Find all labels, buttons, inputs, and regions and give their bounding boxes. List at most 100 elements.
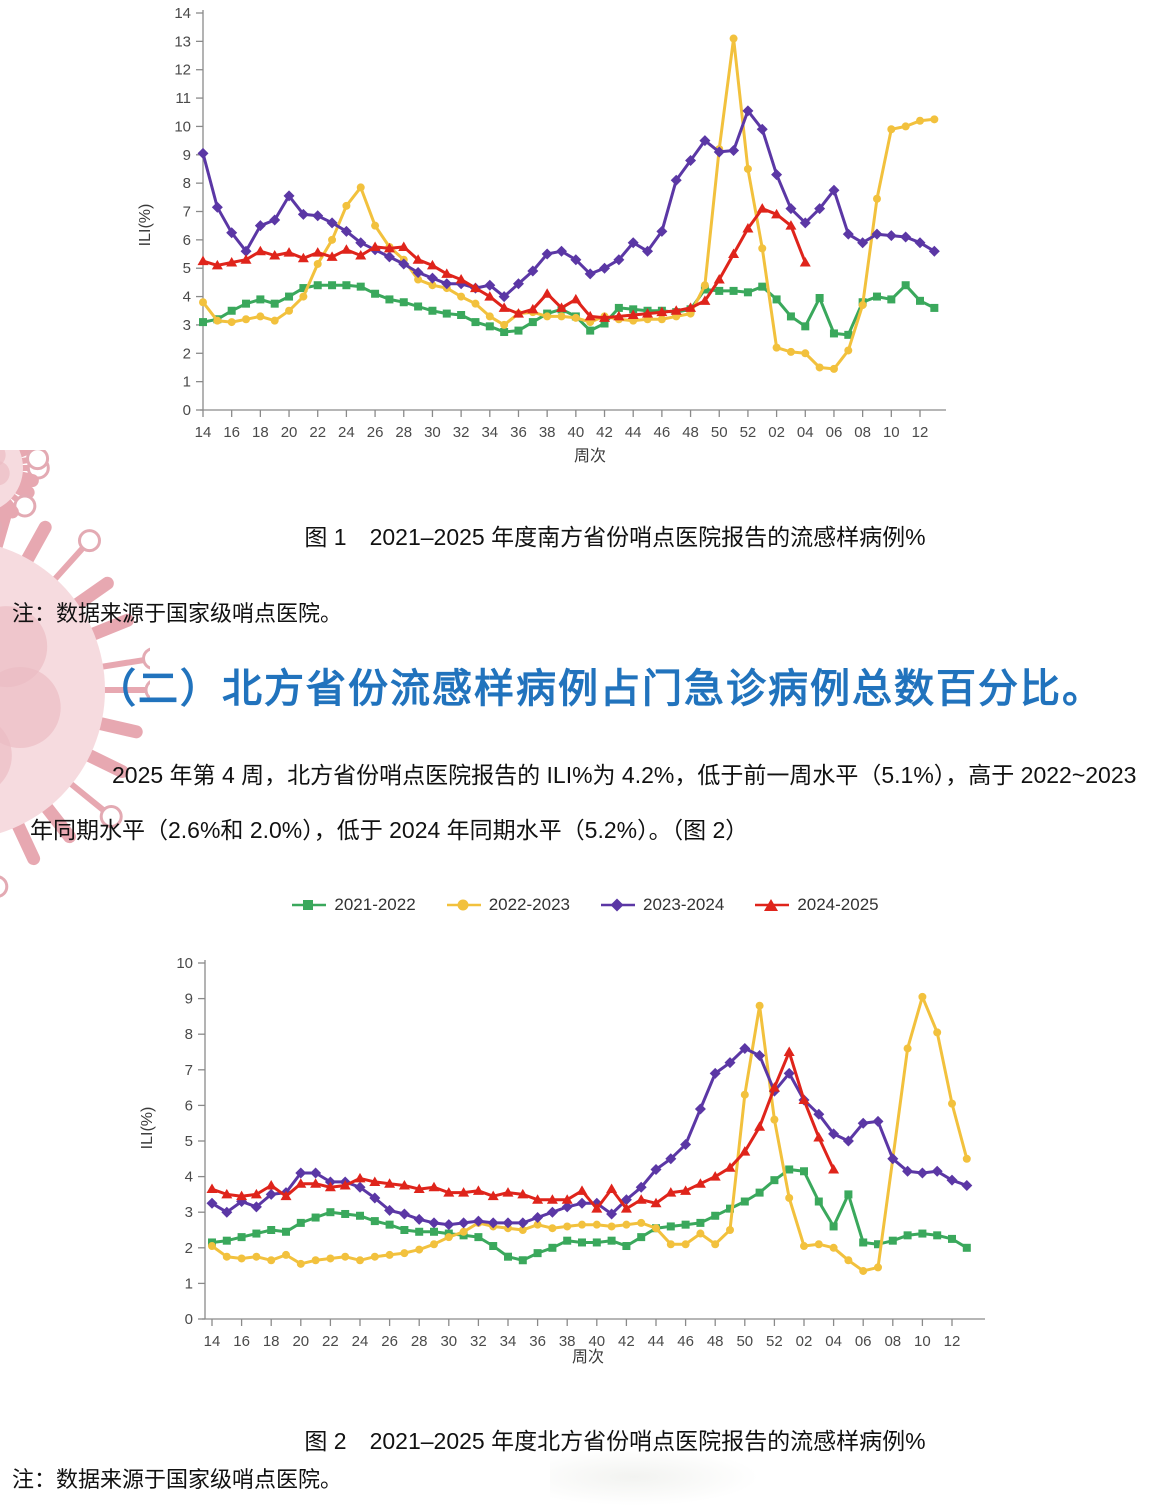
- svg-text:周次: 周次: [574, 447, 606, 465]
- svg-text:44: 44: [648, 1333, 665, 1350]
- svg-text:34: 34: [481, 424, 498, 441]
- svg-text:32: 32: [453, 424, 470, 441]
- svg-text:12: 12: [912, 424, 929, 441]
- svg-text:36: 36: [510, 424, 527, 441]
- legend-item-2022-2023: 2022-2023: [446, 895, 570, 915]
- svg-text:42: 42: [596, 424, 613, 441]
- svg-text:10: 10: [176, 955, 193, 972]
- svg-text:30: 30: [440, 1333, 457, 1350]
- svg-text:18: 18: [252, 424, 269, 441]
- svg-text:4: 4: [183, 289, 191, 306]
- svg-text:34: 34: [500, 1333, 517, 1350]
- svg-text:1: 1: [185, 1275, 193, 1292]
- svg-text:16: 16: [223, 424, 240, 441]
- figure1-note: 注：数据来源于国家级哨点医院。: [12, 601, 343, 626]
- svg-text:30: 30: [424, 424, 441, 441]
- svg-text:0: 0: [185, 1311, 193, 1328]
- svg-text:24: 24: [352, 1333, 369, 1350]
- figure1-caption: 图 1 2021–2025 年度南方省份哨点医院报告的流感样病例%: [304, 524, 926, 550]
- svg-text:42: 42: [618, 1333, 635, 1350]
- svg-text:7: 7: [183, 204, 191, 221]
- svg-text:ILI(%): ILI(%): [139, 1107, 156, 1150]
- svg-text:22: 22: [309, 424, 326, 441]
- faint-watermark-decoration: [550, 1448, 760, 1506]
- svg-text:8: 8: [185, 1026, 193, 1043]
- svg-text:38: 38: [559, 1333, 576, 1350]
- svg-text:3: 3: [183, 317, 191, 334]
- svg-text:6: 6: [183, 232, 191, 249]
- svg-text:0: 0: [183, 402, 191, 419]
- svg-text:4: 4: [185, 1169, 193, 1186]
- svg-text:ILI(%): ILI(%): [137, 204, 154, 247]
- svg-text:26: 26: [381, 1333, 398, 1350]
- svg-text:48: 48: [682, 424, 699, 441]
- svg-text:36: 36: [529, 1333, 546, 1350]
- legend-item-2024-2025: 2024-2025: [754, 895, 879, 915]
- svg-text:9: 9: [185, 991, 193, 1008]
- svg-text:12: 12: [944, 1333, 961, 1350]
- svg-text:02: 02: [796, 1333, 813, 1350]
- legend-item-label: 2022-2023: [488, 895, 570, 914]
- svg-text:6: 6: [185, 1097, 193, 1114]
- svg-text:50: 50: [711, 424, 728, 441]
- svg-text:28: 28: [395, 424, 412, 441]
- svg-text:50: 50: [736, 1333, 753, 1350]
- svg-text:20: 20: [281, 424, 298, 441]
- legend-diamond-marker-icon: [601, 898, 635, 912]
- legend-triangle-marker-icon: [755, 899, 790, 911]
- svg-text:38: 38: [539, 424, 556, 441]
- svg-text:5: 5: [183, 260, 191, 277]
- svg-text:1: 1: [183, 374, 191, 391]
- chart-legend: 2021-2022 2022-2023 2023-2024 2024-2025: [0, 895, 1170, 915]
- svg-text:48: 48: [707, 1333, 724, 1350]
- svg-text:44: 44: [625, 424, 642, 441]
- svg-text:26: 26: [367, 424, 384, 441]
- svg-text:11: 11: [175, 90, 191, 107]
- figure2-caption: 图 2 2021–2025 年度北方省份哨点医院报告的流感样病例%: [304, 1428, 926, 1454]
- legend-item-label: 2023-2024: [643, 895, 725, 914]
- coronavirus-watermark-decoration: [0, 450, 150, 898]
- svg-text:7: 7: [185, 1062, 193, 1079]
- svg-text:08: 08: [854, 424, 871, 441]
- svg-text:04: 04: [797, 424, 814, 441]
- legend-item-label: 2024-2025: [797, 895, 879, 914]
- legend-item-2023-2024: 2023-2024: [600, 895, 724, 915]
- svg-text:08: 08: [884, 1333, 901, 1350]
- svg-text:14: 14: [174, 5, 191, 22]
- legend-circle-marker-icon: [446, 899, 481, 911]
- svg-text:12: 12: [174, 62, 191, 79]
- svg-text:46: 46: [677, 1333, 694, 1350]
- svg-text:46: 46: [654, 424, 671, 441]
- svg-text:32: 32: [470, 1333, 487, 1350]
- svg-text:04: 04: [825, 1333, 842, 1350]
- svg-text:24: 24: [338, 424, 355, 441]
- svg-text:22: 22: [322, 1333, 339, 1350]
- svg-text:18: 18: [263, 1333, 280, 1350]
- svg-text:2: 2: [185, 1240, 193, 1257]
- svg-text:16: 16: [233, 1333, 250, 1350]
- svg-text:02: 02: [768, 424, 785, 441]
- svg-text:2: 2: [183, 345, 191, 362]
- svg-text:9: 9: [183, 147, 191, 164]
- svg-text:10: 10: [883, 424, 900, 441]
- section-heading: （二）北方省份流感样病例占门急诊病例总数百分比。: [96, 667, 1104, 711]
- svg-text:40: 40: [567, 424, 584, 441]
- svg-text:3: 3: [185, 1204, 193, 1221]
- legend-item-2021-2022: 2021-2022: [291, 895, 416, 915]
- svg-text:52: 52: [740, 424, 757, 441]
- legend-item-label: 2021-2022: [334, 895, 416, 914]
- svg-text:20: 20: [292, 1333, 309, 1350]
- svg-text:52: 52: [766, 1333, 783, 1350]
- svg-text:10: 10: [914, 1333, 931, 1350]
- svg-text:5: 5: [185, 1133, 193, 1150]
- svg-text:10: 10: [174, 118, 191, 135]
- svg-text:8: 8: [183, 175, 191, 192]
- svg-text:14: 14: [195, 424, 212, 441]
- legend-square-marker-icon: [292, 900, 327, 910]
- svg-text:14: 14: [204, 1333, 221, 1350]
- figure2-note: 注：数据来源于国家级哨点医院。: [12, 1467, 343, 1492]
- section-paragraph: 2025 年第 4 周，北方省份哨点医院报告的 ILI%为 4.2%，低于前一周…: [30, 762, 1137, 843]
